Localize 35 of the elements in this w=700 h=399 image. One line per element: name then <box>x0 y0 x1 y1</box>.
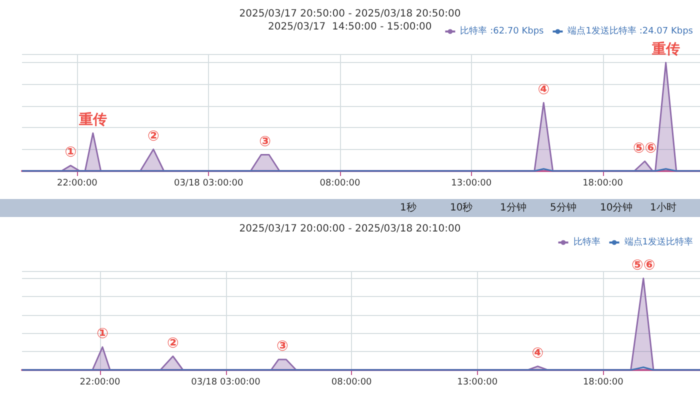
annotation: ① <box>64 144 77 161</box>
annotation: ① <box>96 326 109 342</box>
annotation: 重传 <box>650 42 680 58</box>
x-tick-label: 13:00:00 <box>451 178 492 188</box>
x-tick-label: 18:00:00 <box>582 378 624 388</box>
annotation: ③ <box>259 134 272 150</box>
x-tick-label: 13:00:00 <box>457 378 498 388</box>
annotation: ③ <box>276 338 288 354</box>
x-tick-label: 22:00:00 <box>80 378 120 388</box>
text: 1小时 <box>650 202 676 214</box>
text: 5分钟 <box>550 202 576 214</box>
legend-label: 端点1发送比特率 :24.07 Kbps <box>568 26 694 36</box>
legend-label: 端点1发送比特率 <box>624 236 694 248</box>
x-tick-label: 03/18 03:00:00 <box>174 178 244 188</box>
x-tick-label: 08:00:00 <box>331 378 372 388</box>
annotation: ② <box>167 335 180 352</box>
annotation: ⑤⑥ <box>632 257 656 274</box>
legend-label: 比特率 :62.70 Kbps <box>460 26 544 36</box>
chart-title: 2025/03/17 20:00:00 - 2025/03/18 20:10:00 <box>239 224 461 234</box>
text: 10分钟 <box>600 202 633 214</box>
annotation: ④ <box>532 345 544 362</box>
text: 10秒 <box>450 202 473 214</box>
annotation: ② <box>147 128 160 144</box>
annotation: 重传 <box>78 112 107 128</box>
text: 1分钟 <box>500 202 526 214</box>
legend-label: 比特率 <box>573 236 600 248</box>
annotation: ④ <box>538 82 550 98</box>
x-tick-label: 08:00:00 <box>320 178 360 188</box>
text: 2025/03/17 14:50:00 - 15:00:00 <box>268 22 432 32</box>
chart-title: 2025/03/17 20:50:00 - 2025/03/18 20:50:00 <box>239 8 461 20</box>
text: 1秒 <box>400 202 416 214</box>
x-tick-label: 03/18 03:00:00 <box>191 378 261 388</box>
annotation: ⑤⑥ <box>632 140 657 156</box>
x-tick-label: 22:00:00 <box>56 178 98 188</box>
x-tick-label: 18:00:00 <box>582 178 624 188</box>
